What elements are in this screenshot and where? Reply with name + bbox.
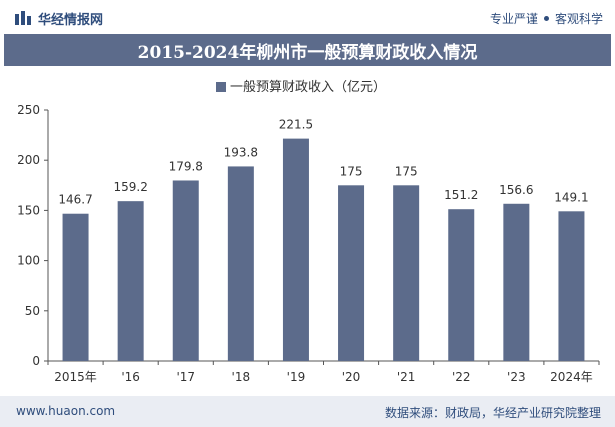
chart-title: 2015-2024年柳州市一般预算财政收入情况 xyxy=(137,42,478,63)
x-tick-label: 2015年 xyxy=(54,370,97,384)
bar xyxy=(62,213,89,361)
legend: 一般预算财政收入（亿元） xyxy=(216,79,386,95)
bar xyxy=(338,185,365,361)
data-label: 193.8 xyxy=(224,145,258,159)
bar-series xyxy=(62,138,585,361)
y-tick-label: 150 xyxy=(17,203,40,217)
x-tick-label: '16 xyxy=(121,370,140,384)
bullet-dot-icon xyxy=(543,15,549,21)
bar xyxy=(558,211,585,361)
brand: 华经情报网 xyxy=(14,8,103,28)
data-label: 149.1 xyxy=(554,190,588,204)
tagline-left: 专业严谨 xyxy=(489,11,538,26)
data-label: 179.8 xyxy=(169,159,203,173)
bar xyxy=(117,201,144,361)
x-tick-label: '22 xyxy=(452,370,471,384)
y-tick-label: 200 xyxy=(17,153,40,167)
bar xyxy=(393,185,420,361)
brand-name: 华经情报网 xyxy=(38,12,104,28)
bar xyxy=(448,209,475,361)
bar xyxy=(503,203,530,361)
data-label: 146.7 xyxy=(58,193,92,207)
data-label: 221.5 xyxy=(279,118,313,132)
y-tick-label: 250 xyxy=(17,103,40,117)
x-tick-label: '23 xyxy=(507,370,526,384)
data-label: 156.6 xyxy=(499,183,533,197)
x-axis: 2015年 '16 '17 '18 '19 '20 '21 '22 '23 2024年 xyxy=(47,360,600,384)
legend-label: 一般预算财政收入（亿元） xyxy=(230,79,386,95)
top-bar: 华经情报网 专业严谨 客观科学 xyxy=(0,0,615,34)
y-tick-label: 50 xyxy=(25,304,40,318)
x-tick-label: '20 xyxy=(342,370,361,384)
bar xyxy=(172,180,199,361)
x-tick-label: '17 xyxy=(176,370,195,384)
bar xyxy=(282,138,309,361)
chart-area: 一般预算财政收入（亿元） 0 50 100 150 200 250 2015年 '16 '17… xyxy=(4,66,611,396)
legend-swatch xyxy=(216,82,226,92)
bar-chart: 一般预算财政收入（亿元） 0 50 100 150 200 250 2015年 '16 '17… xyxy=(17,79,600,384)
footer-url: www.huaon.com xyxy=(16,404,116,418)
data-label: 175 xyxy=(395,164,418,178)
data-labels: 146.7 159.2 179.8 193.8 221.5 175 175 151.2 156.… xyxy=(58,118,588,207)
data-label: 159.2 xyxy=(113,180,147,194)
tagline: 专业严谨 客观科学 xyxy=(490,9,603,27)
y-tick-label: 0 xyxy=(32,354,40,368)
data-label: 151.2 xyxy=(444,188,478,202)
data-label: 175 xyxy=(340,164,363,178)
bar xyxy=(227,166,254,361)
y-axis: 0 50 100 150 200 250 xyxy=(17,103,49,368)
x-tick-label: '18 xyxy=(232,370,251,384)
bar-logo-icon xyxy=(15,11,31,25)
x-tick-label: '19 xyxy=(287,370,306,384)
x-tick-label: '21 xyxy=(397,370,416,384)
tagline-right: 客观科学 xyxy=(554,11,603,26)
chart-title-bar: 2015-2024年柳州市一般预算财政收入情况 xyxy=(4,34,611,66)
y-tick-label: 100 xyxy=(17,254,40,268)
x-tick-label: 2024年 xyxy=(550,370,593,384)
footer-source: 数据来源：财政局，华经产业研究院整理 xyxy=(384,406,601,420)
footer: www.huaon.com 数据来源：财政局，华经产业研究院整理 xyxy=(0,396,615,427)
